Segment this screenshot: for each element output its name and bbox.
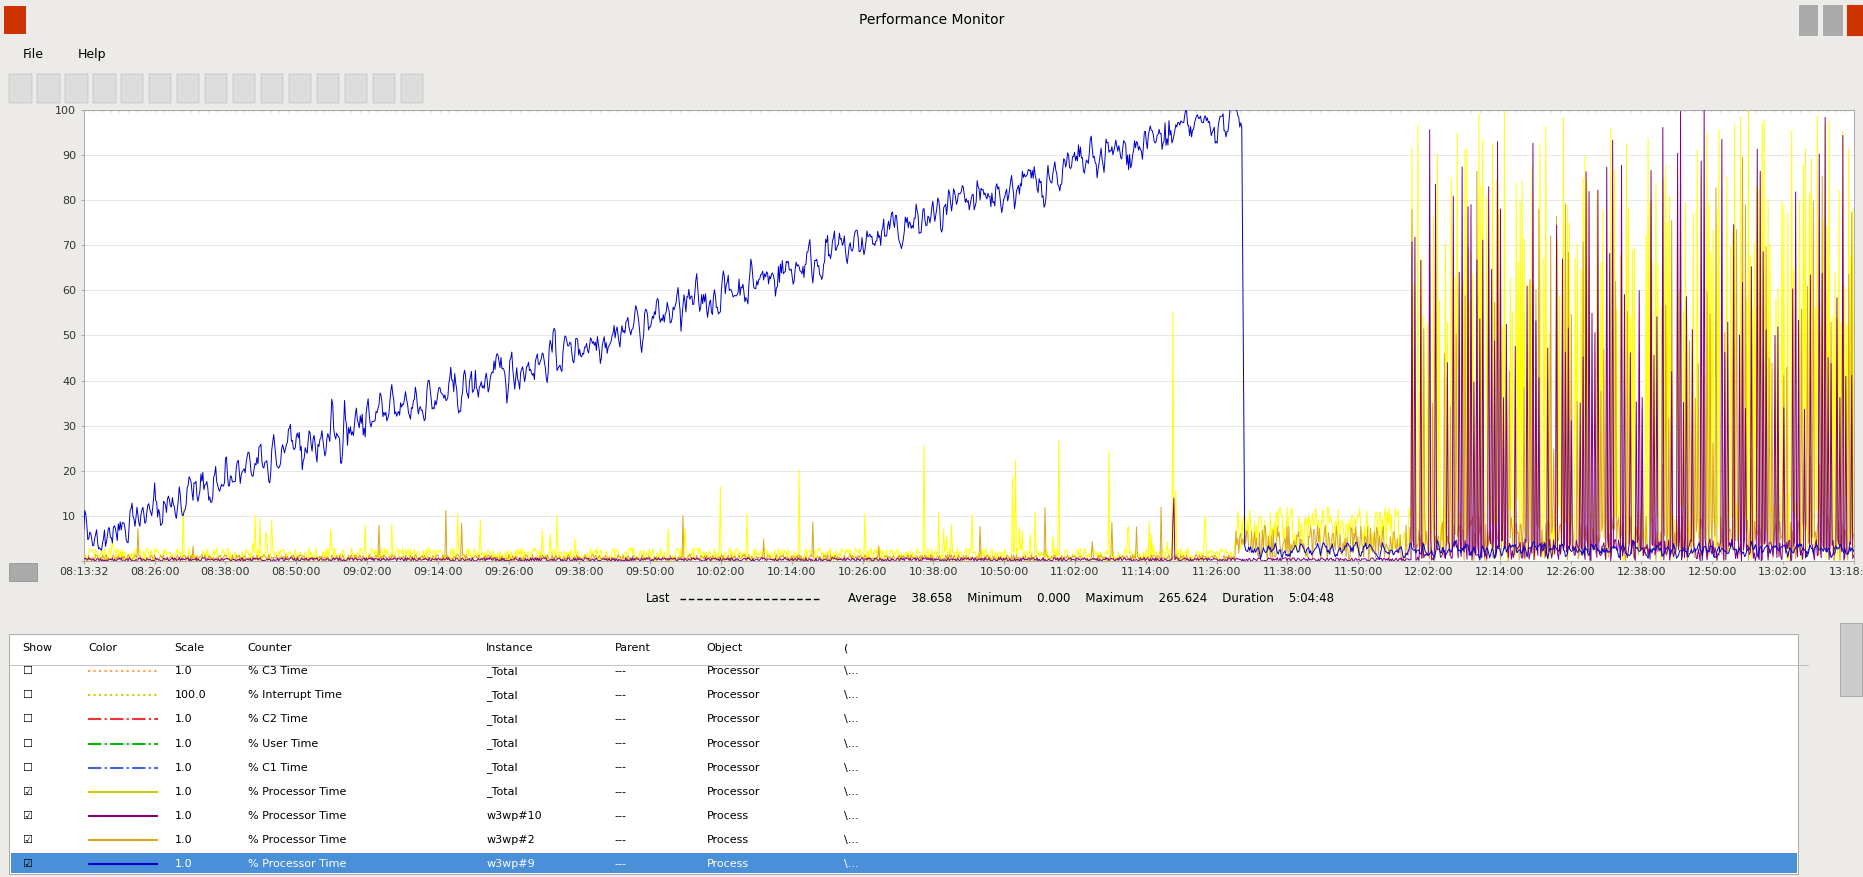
Text: % Processor Time: % Processor Time [248, 810, 347, 821]
Text: % Interrupt Time: % Interrupt Time [248, 690, 341, 701]
Bar [9, 74, 32, 103]
Text: ☐: ☐ [22, 715, 32, 724]
Text: \...: \... [844, 690, 859, 701]
Text: 1.0: 1.0 [175, 787, 192, 796]
Bar [1822, 4, 1843, 35]
Text: _Total: _Total [486, 714, 518, 725]
Text: Processor: Processor [706, 738, 760, 748]
Text: (: ( [844, 643, 848, 653]
Text: Processor: Processor [706, 763, 760, 773]
Text: ---: --- [615, 715, 626, 724]
Text: 1.0: 1.0 [175, 810, 192, 821]
Text: ☐: ☐ [22, 667, 32, 676]
Text: Processor: Processor [706, 667, 760, 676]
Text: Processor: Processor [706, 787, 760, 796]
Text: \...: \... [844, 810, 859, 821]
Text: ☑: ☑ [22, 787, 32, 796]
Text: ---: --- [615, 690, 626, 701]
Text: 1.0: 1.0 [175, 763, 192, 773]
Text: Process: Process [706, 835, 749, 845]
Text: ---: --- [615, 835, 626, 845]
Text: ---: --- [615, 763, 626, 773]
Text: \...: \... [844, 787, 859, 796]
Text: \...: \... [844, 859, 859, 869]
Text: % Processor Time: % Processor Time [248, 859, 347, 869]
Bar [205, 74, 227, 103]
Text: \...: \... [844, 715, 859, 724]
Text: w3wp#9: w3wp#9 [486, 859, 535, 869]
Text: ☐: ☐ [22, 738, 32, 748]
Text: % User Time: % User Time [248, 738, 319, 748]
Text: File: File [22, 48, 43, 61]
Bar [289, 74, 311, 103]
Text: 1.0: 1.0 [175, 667, 192, 676]
Text: \...: \... [844, 738, 859, 748]
Text: Help: Help [78, 48, 106, 61]
Text: % C1 Time: % C1 Time [248, 763, 307, 773]
Bar [37, 74, 60, 103]
Text: Last: Last [646, 592, 671, 605]
Text: % Processor Time: % Processor Time [248, 835, 347, 845]
Bar [93, 74, 116, 103]
Bar [233, 74, 255, 103]
Text: _Total: _Total [486, 738, 518, 749]
Text: Process: Process [706, 810, 749, 821]
Bar [65, 74, 88, 103]
Text: Average    38.658    Minimum    0.000    Maximum    265.624    Duration    5:04:: Average 38.658 Minimum 0.000 Maximum 265… [848, 592, 1334, 605]
Bar [317, 74, 339, 103]
Text: ---: --- [615, 787, 626, 796]
Text: ☐: ☐ [22, 763, 32, 773]
Text: _Total: _Total [486, 786, 518, 797]
Text: Counter: Counter [248, 643, 292, 653]
Bar [401, 74, 423, 103]
Bar [345, 74, 367, 103]
Text: ---: --- [615, 859, 626, 869]
Text: _Total: _Total [486, 690, 518, 701]
Text: Instance: Instance [486, 643, 535, 653]
Bar [1798, 4, 1818, 35]
Bar [373, 74, 395, 103]
Bar [1846, 4, 1863, 35]
Text: \...: \... [844, 835, 859, 845]
Text: ☑: ☑ [22, 859, 32, 869]
Text: Parent: Parent [615, 643, 650, 653]
Text: _Total: _Total [486, 762, 518, 773]
Text: ☐: ☐ [22, 690, 32, 701]
Text: Performance Monitor: Performance Monitor [859, 13, 1004, 26]
Bar [11, 853, 1796, 873]
Text: % Processor Time: % Processor Time [248, 787, 347, 796]
Bar [149, 74, 171, 103]
Text: Processor: Processor [706, 690, 760, 701]
Bar [9, 563, 37, 581]
Text: Show: Show [22, 643, 52, 653]
Text: Processor: Processor [706, 715, 760, 724]
Text: ---: --- [615, 738, 626, 748]
Text: w3wp#2: w3wp#2 [486, 835, 535, 845]
Text: 1.0: 1.0 [175, 835, 192, 845]
Text: % C2 Time: % C2 Time [248, 715, 307, 724]
Text: ☑: ☑ [22, 810, 32, 821]
Text: _Total: _Total [486, 666, 518, 677]
Text: ---: --- [615, 810, 626, 821]
Text: 1.0: 1.0 [175, 738, 192, 748]
Text: \...: \... [844, 667, 859, 676]
Text: Scale: Scale [175, 643, 205, 653]
Text: ☑: ☑ [22, 835, 32, 845]
Text: 1.0: 1.0 [175, 859, 192, 869]
Text: Color: Color [88, 643, 117, 653]
Bar [261, 74, 283, 103]
Text: Process: Process [706, 859, 749, 869]
Text: ---: --- [615, 667, 626, 676]
Text: Object: Object [706, 643, 743, 653]
Text: \...: \... [844, 763, 859, 773]
Bar [121, 74, 143, 103]
Bar [1841, 624, 1861, 696]
Bar [4, 6, 26, 33]
Text: 100.0: 100.0 [175, 690, 207, 701]
Bar [177, 74, 199, 103]
Text: % C3 Time: % C3 Time [248, 667, 307, 676]
Text: 1.0: 1.0 [175, 715, 192, 724]
Text: w3wp#10: w3wp#10 [486, 810, 542, 821]
